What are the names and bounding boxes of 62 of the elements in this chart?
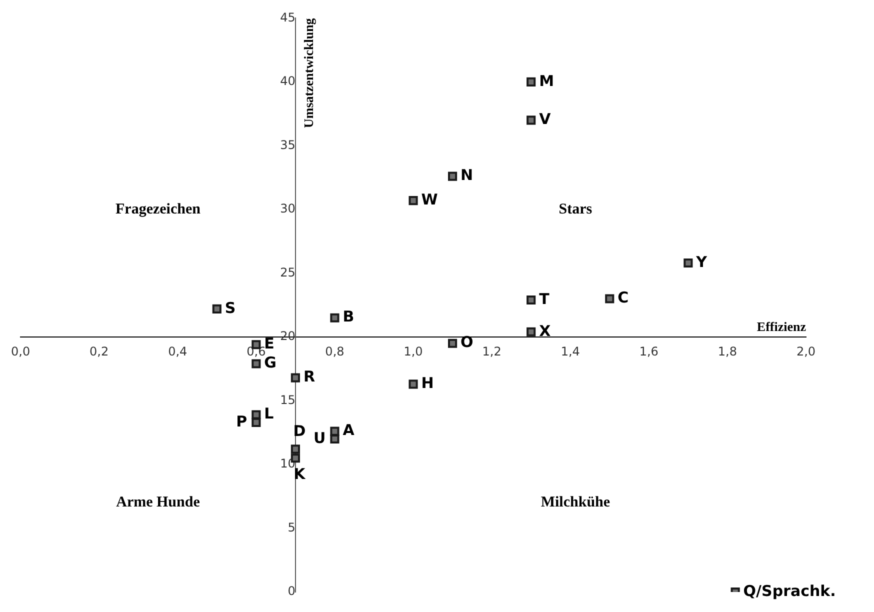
series-label: C — [618, 288, 629, 307]
series-label: V — [539, 110, 552, 128]
point — [290, 444, 300, 454]
point — [252, 359, 261, 368]
point — [212, 304, 222, 314]
x-axis-title: Effizienz — [756, 318, 806, 334]
series-label: X — [539, 322, 552, 340]
x-tick-label: 0,6 — [246, 344, 266, 358]
series-label: B — [342, 308, 354, 326]
y-tick-label: 40 — [280, 74, 296, 88]
point — [408, 380, 418, 389]
annotation: Fragezeichen — [116, 201, 202, 218]
series-label: R — [303, 368, 316, 386]
point — [290, 373, 300, 382]
annotation: Milchkühe — [540, 494, 610, 511]
series-label: W — [421, 190, 438, 208]
y-tick-label: 30 — [280, 202, 296, 216]
series-label: T — [539, 290, 550, 308]
series-label: S — [224, 298, 236, 317]
point — [448, 338, 458, 348]
x-tick-label: 1,6 — [639, 344, 658, 358]
point — [605, 294, 614, 304]
series-label: P — [236, 412, 248, 430]
annotation: Arme Hunde — [116, 494, 200, 511]
series-label: M — [539, 72, 554, 90]
series-label: E — [264, 334, 274, 353]
annotation: Stars — [558, 201, 592, 218]
point — [448, 172, 458, 181]
point — [330, 313, 340, 322]
point — [526, 77, 536, 86]
x-tick-label: 2,0 — [796, 344, 816, 358]
y-tick-label: 15 — [280, 392, 296, 407]
point — [330, 434, 340, 444]
x-tick-label: 0,0 — [10, 344, 30, 358]
x-tick-label: 1,8 — [718, 344, 737, 358]
series-label: N — [460, 166, 474, 184]
series-label: Y — [695, 252, 708, 271]
y-tick-label: 5 — [288, 520, 296, 534]
point — [330, 426, 340, 436]
y-tick-label: 45 — [280, 10, 296, 24]
series-label: A — [342, 421, 355, 440]
x-tick-label: 1,0 — [404, 344, 423, 358]
series-label: L — [264, 404, 274, 423]
x-tick-label: 0,8 — [325, 344, 344, 358]
series-label: G — [264, 354, 276, 372]
point — [684, 258, 693, 268]
point — [252, 410, 261, 420]
point — [408, 196, 418, 206]
y-tick-label: 25 — [280, 265, 296, 280]
x-tick-label: 1,4 — [560, 344, 580, 358]
y-axis-title: Umsatzentwicklung — [300, 18, 316, 128]
y-tick-label: 0 — [288, 584, 296, 598]
x-tick-label: 1,2 — [482, 344, 502, 358]
y-tick-label: 35 — [280, 138, 296, 152]
x-tick-label: 0,4 — [168, 344, 188, 358]
point — [526, 327, 536, 336]
point — [526, 116, 536, 125]
series-label: Q/Sprachk. — [743, 582, 836, 600]
point — [526, 295, 536, 305]
series-label: H — [421, 374, 434, 392]
x-tick-label: 0,2 — [90, 344, 109, 358]
series-label: U — [314, 428, 326, 447]
